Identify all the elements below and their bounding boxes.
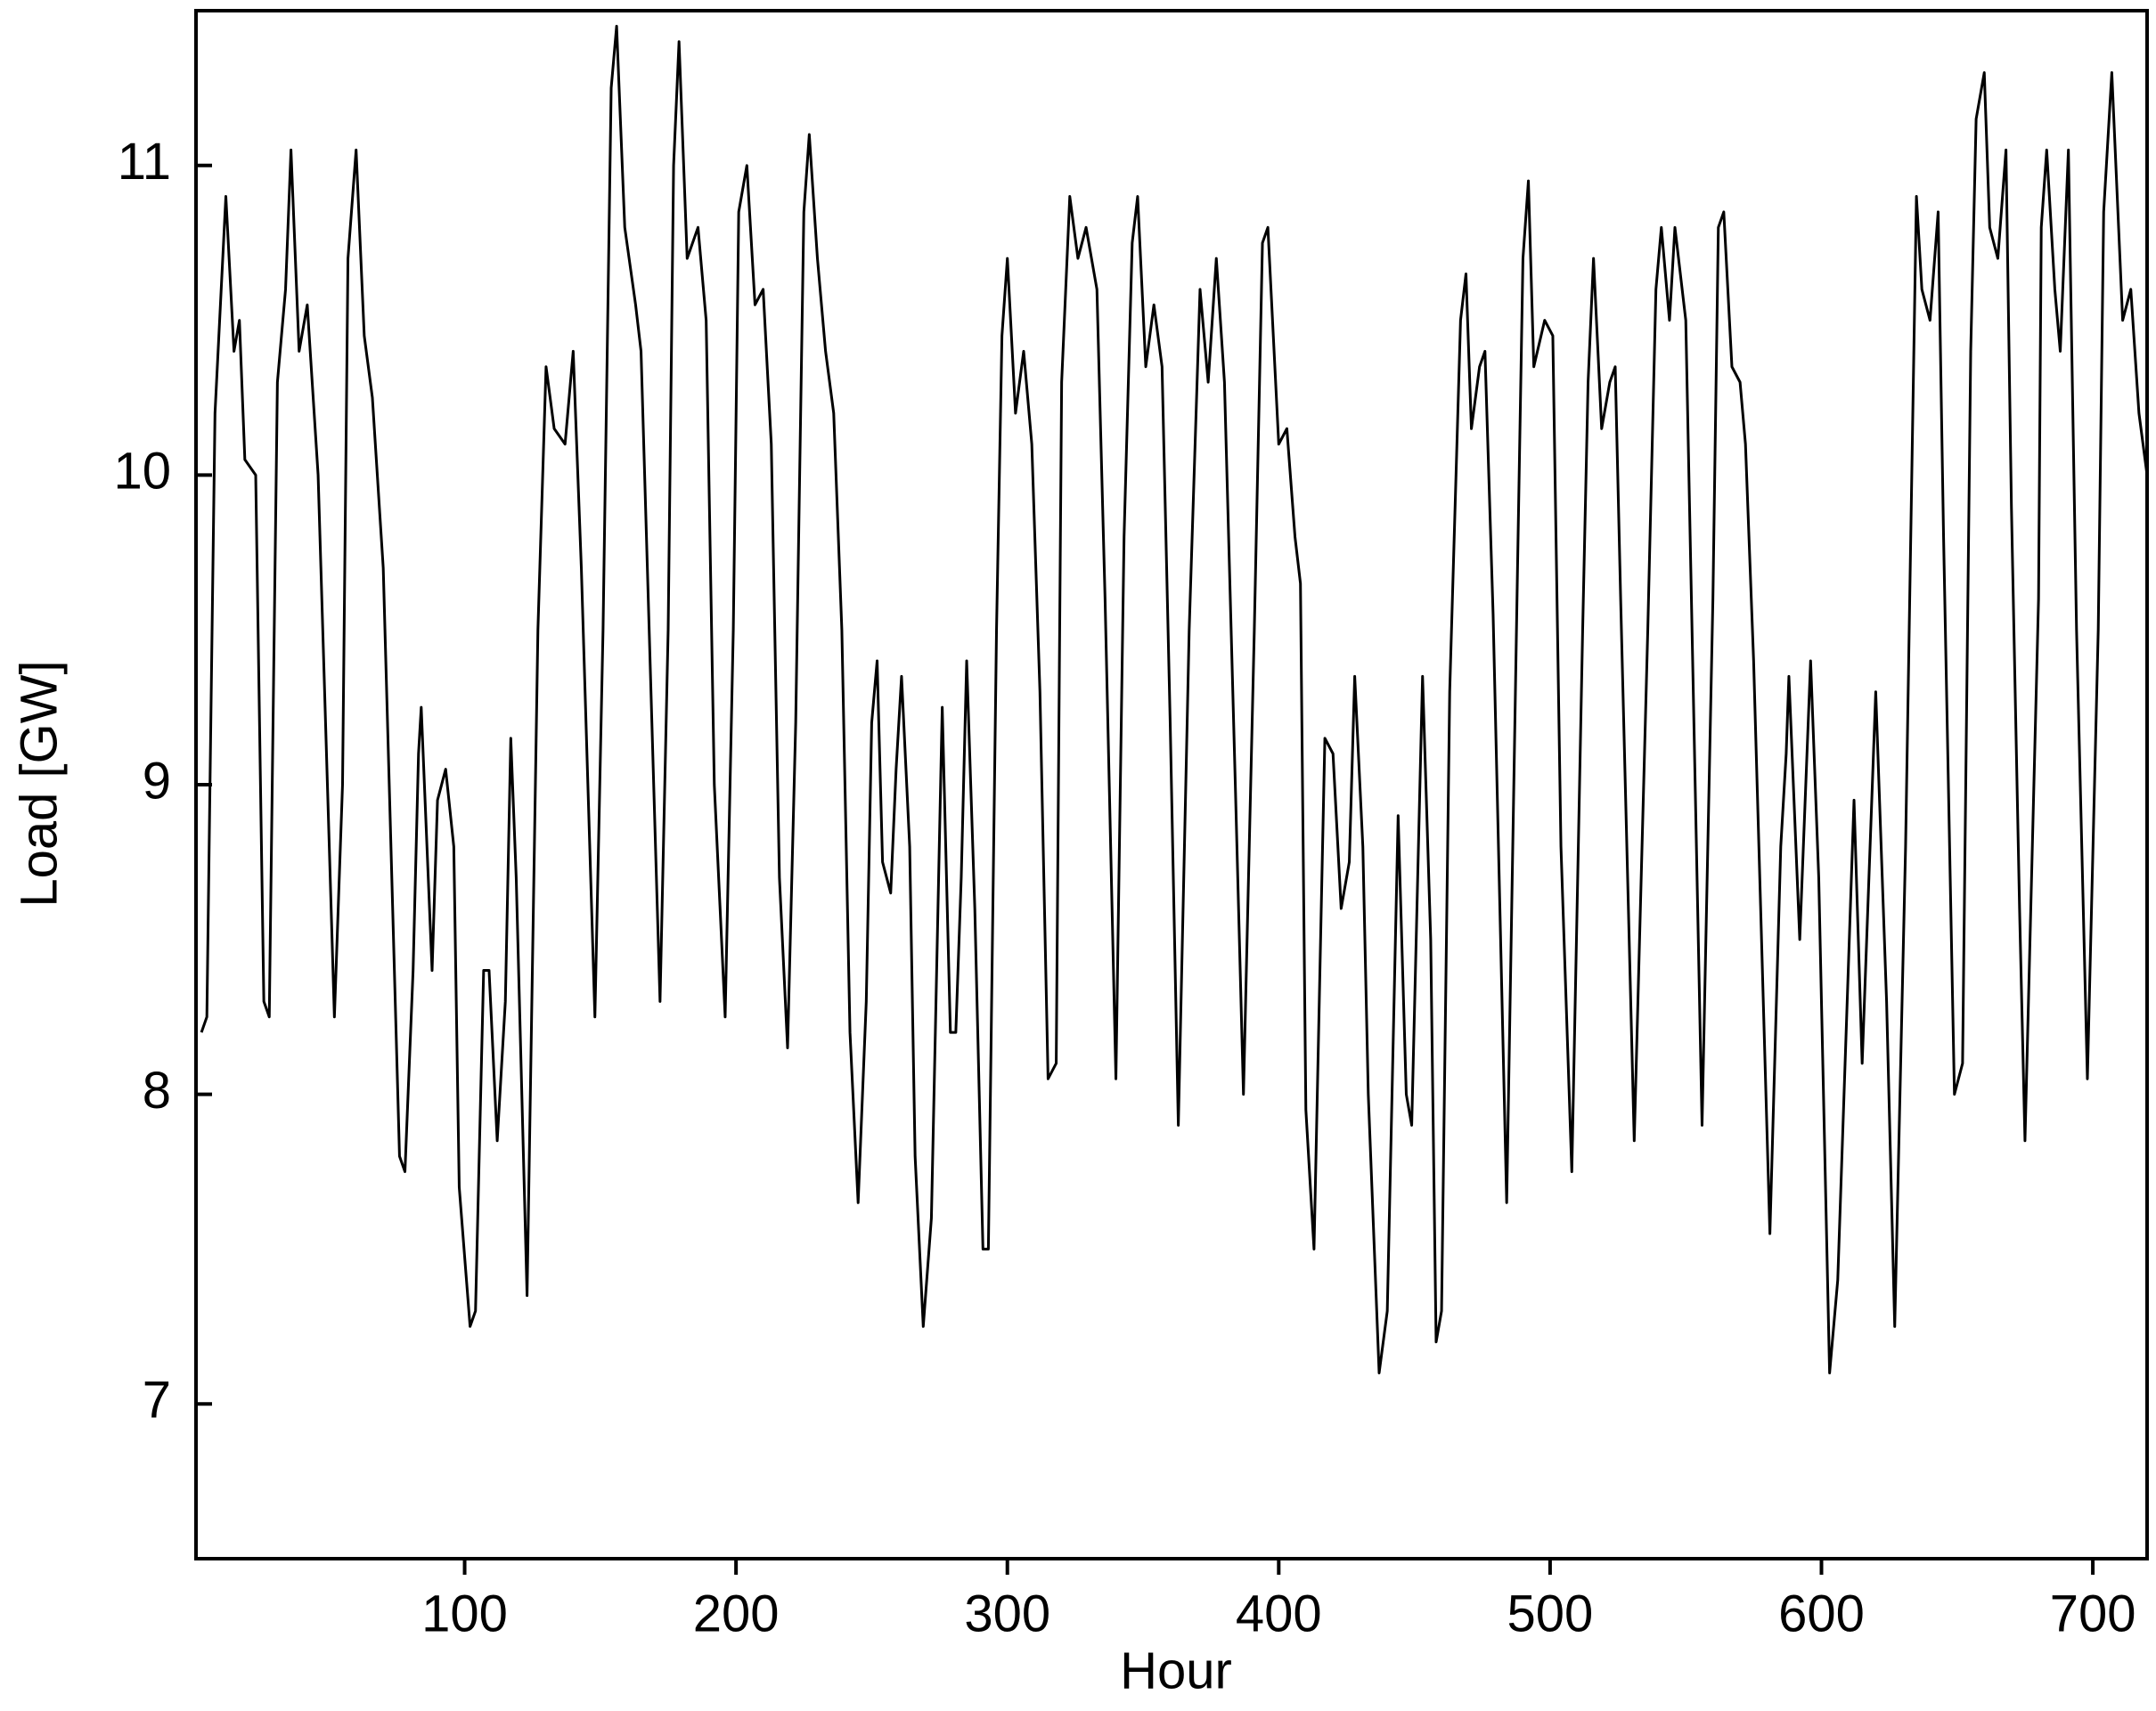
x-tick-label: 600 — [1778, 1585, 1865, 1642]
x-tick-label: 400 — [1236, 1585, 1322, 1642]
x-tick-label: 200 — [693, 1585, 780, 1642]
y-tick-label: 8 — [143, 1062, 171, 1120]
y-tick-label: 9 — [143, 752, 171, 810]
x-tick-label: 700 — [2050, 1585, 2136, 1642]
y-tick-label: 11 — [118, 133, 171, 191]
y-tick-label: 7 — [143, 1372, 171, 1430]
data-line — [200, 24, 2149, 1374]
y-axis-label: Load [GW] — [10, 660, 68, 907]
x-tick-label: 100 — [421, 1585, 508, 1642]
y-tick-label: 10 — [113, 443, 171, 501]
x-tick-label: 500 — [1507, 1585, 1594, 1642]
x-axis-label: Hour — [1120, 1642, 1232, 1699]
x-tick-label: 300 — [964, 1585, 1050, 1642]
